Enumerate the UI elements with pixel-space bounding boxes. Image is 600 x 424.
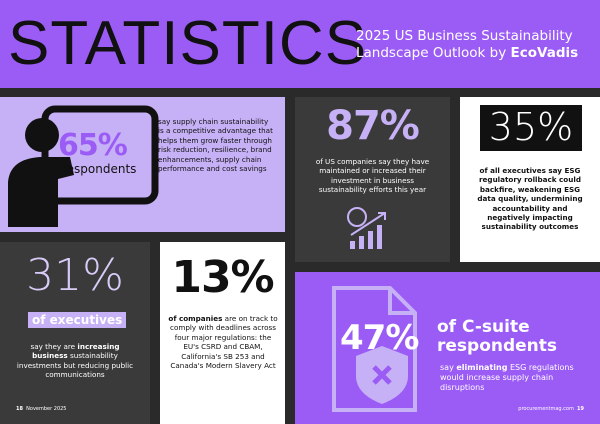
subtitle-line: Landscape Outlook by EcoVadis	[356, 45, 578, 62]
document-icon	[332, 286, 417, 412]
stat-label: respondents	[62, 162, 137, 176]
text-part: are on track to comply with deadlines ac…	[170, 314, 278, 371]
brand: EcoVadis	[510, 45, 579, 61]
text-part: say they are	[30, 342, 76, 351]
title: STATISTICS	[8, 9, 368, 78]
stat-text: say eliminating ESG regulations would in…	[440, 363, 580, 393]
stat-value: 47%	[340, 318, 419, 358]
stat-text: say supply chain sustainability is a com…	[158, 117, 273, 174]
stat-label: of C-suite respondents	[437, 317, 558, 356]
stat-value: 35%	[488, 105, 574, 149]
stat-panel	[295, 272, 600, 424]
subtitle: 2025 US Business Sustainability Landscap…	[356, 28, 578, 62]
page-number: 18	[16, 406, 23, 412]
text-part: say	[440, 363, 454, 372]
stat-text: of companies are on track to comply with…	[168, 314, 278, 370]
stat-value: 31%	[26, 250, 124, 301]
stat-text: of US companies say they have maintained…	[315, 157, 430, 195]
stat-text: of all executives say ESG regulatory rol…	[477, 166, 583, 232]
header-band	[0, 0, 600, 88]
presenter-icon	[8, 105, 159, 227]
subtitle-text: Landscape Outlook by	[356, 45, 507, 61]
subtitle-line: 2025 US Business Sustainability	[356, 28, 573, 44]
issue-date: November 2025	[26, 406, 67, 412]
text-bold: increasing business	[32, 342, 120, 361]
text-bold: eliminating	[456, 363, 508, 372]
stat-text: say they are increasing business sustain…	[15, 342, 135, 380]
text-bold: of companies	[168, 314, 223, 323]
footer-left: 18 November 2025	[16, 406, 66, 412]
text-part: sustainability investments but reducing …	[16, 351, 134, 380]
stat-value: 87%	[326, 103, 420, 149]
stat-value: 65%	[58, 128, 128, 163]
stat-panel	[0, 242, 150, 424]
site: procurementmag.com	[518, 406, 574, 412]
page-number: 19	[577, 406, 584, 412]
footer-right: procurementmag.com 19	[518, 406, 584, 412]
text-part: ESG regulations would increase supply ch…	[440, 363, 574, 392]
stat-value: 13%	[171, 252, 274, 303]
value-box	[480, 105, 582, 151]
stat-panel	[160, 242, 285, 424]
growth-icon	[347, 207, 386, 249]
stat-label: of executives	[28, 312, 127, 328]
